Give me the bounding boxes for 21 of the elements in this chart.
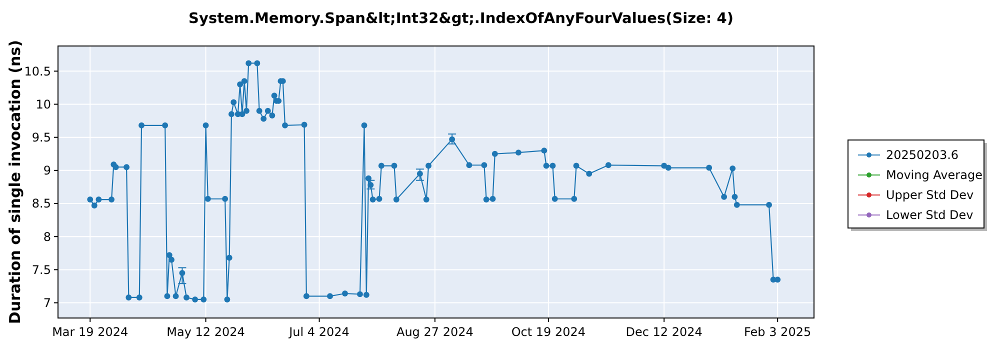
x-tick-label: Dec 12 2024	[626, 325, 702, 339]
legend-label: Upper Std Dev	[886, 188, 974, 202]
y-tick-label: 10	[36, 97, 51, 112]
x-tick-label: Jul 4 2024	[288, 325, 350, 339]
x-tick-label: Feb 3 2025	[744, 325, 812, 339]
legend-label: Moving Average	[886, 168, 982, 182]
y-tick-label: 7	[43, 296, 51, 310]
x-tick-label: Aug 27 2024	[396, 325, 474, 339]
y-tick-label: 9	[43, 164, 51, 178]
legend-label: 20250203.6	[886, 148, 959, 162]
legend-label: Lower Std Dev	[886, 208, 974, 222]
y-tick-label: 10.5	[24, 64, 51, 78]
x-tick-label: Oct 19 2024	[511, 325, 586, 339]
y-axis-title: Duration of single invocation (ns)	[6, 40, 24, 324]
y-tick-label: 9.5	[32, 130, 51, 145]
y-tick-label: 7.5	[32, 262, 51, 277]
y-tick-label: 8	[43, 230, 51, 244]
x-tick-label: Mar 19 2024	[52, 325, 128, 339]
chart-title: System.Memory.Span&lt;Int32&gt;.IndexOfAnyFourValues(Size: 4)	[188, 11, 734, 27]
y-tick-label: 8.5	[32, 196, 51, 211]
x-tick-label: May 12 2024	[166, 325, 245, 339]
